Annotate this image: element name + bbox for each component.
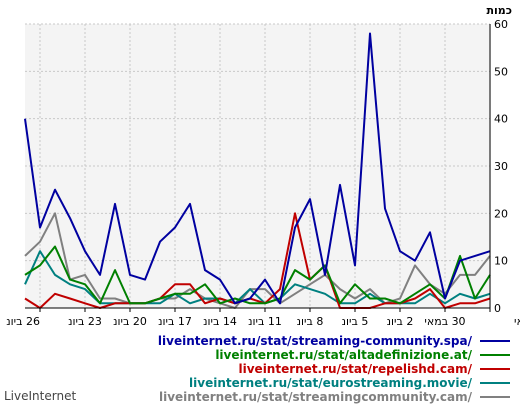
y-tick-label: 60 <box>494 18 508 31</box>
x-tick-label: 8 ביונ <box>297 315 324 328</box>
y-tick-label: 50 <box>494 65 508 78</box>
x-tick-label: 2 ביונ <box>387 315 414 328</box>
x-tick-label: 30 במאי <box>424 315 465 328</box>
x-tick-label: 5 ביונ <box>342 315 369 328</box>
y-axis-label: כמות <box>487 4 512 17</box>
series-line <box>24 250 491 305</box>
x-tick-label: 20 ביונ <box>113 315 147 328</box>
legend-entry-label: liveinternet.ru/stat/streaming-community… <box>158 334 473 348</box>
x-tick-label: 27 במאי <box>514 315 520 328</box>
grid <box>25 23 490 308</box>
y-tick-label: 40 <box>494 113 508 126</box>
legend-entry-label: liveinternet.ru/stat/repelishd.cam/ <box>239 362 473 376</box>
legend: liveinternet.ru/stat/streaming-community… <box>158 334 510 404</box>
y-tick-label: 20 <box>494 207 508 220</box>
y-tick-label: 0 <box>494 302 501 315</box>
legend-entry-label: liveinternet.ru/stat/streamingcommunity.… <box>159 390 473 404</box>
x-tick-labels: 27 במאי 30 במאי 2 ביונ 5 ביונ 8 ביונ 11 ביונ 1… <box>6 308 520 328</box>
series-lines <box>24 32 491 309</box>
legend-entry-label: liveinternet.ru/stat/eurostreaming.movie… <box>189 376 473 390</box>
y-tick-labels: 0 10 20 30 40 50 60 <box>494 18 508 315</box>
y-tick-label: 10 <box>494 255 508 268</box>
x-tick-label: 11 ביונ <box>248 315 282 328</box>
y-tick-label: 30 <box>494 160 508 173</box>
legend-entry-label: liveinternet.ru/stat/altadefinizione.at/ <box>215 348 472 362</box>
x-tick-label: 23 ביונ <box>68 315 102 328</box>
x-tick-label: 17 ביונ <box>158 315 192 328</box>
series-line <box>24 245 491 305</box>
series-line <box>24 212 491 309</box>
x-tick-label: 14 ביונ <box>203 315 237 328</box>
brand-logo-text: LiveInternet <box>4 389 76 403</box>
x-tick-label: 26 ביונ <box>6 315 40 328</box>
series-line <box>24 32 491 305</box>
